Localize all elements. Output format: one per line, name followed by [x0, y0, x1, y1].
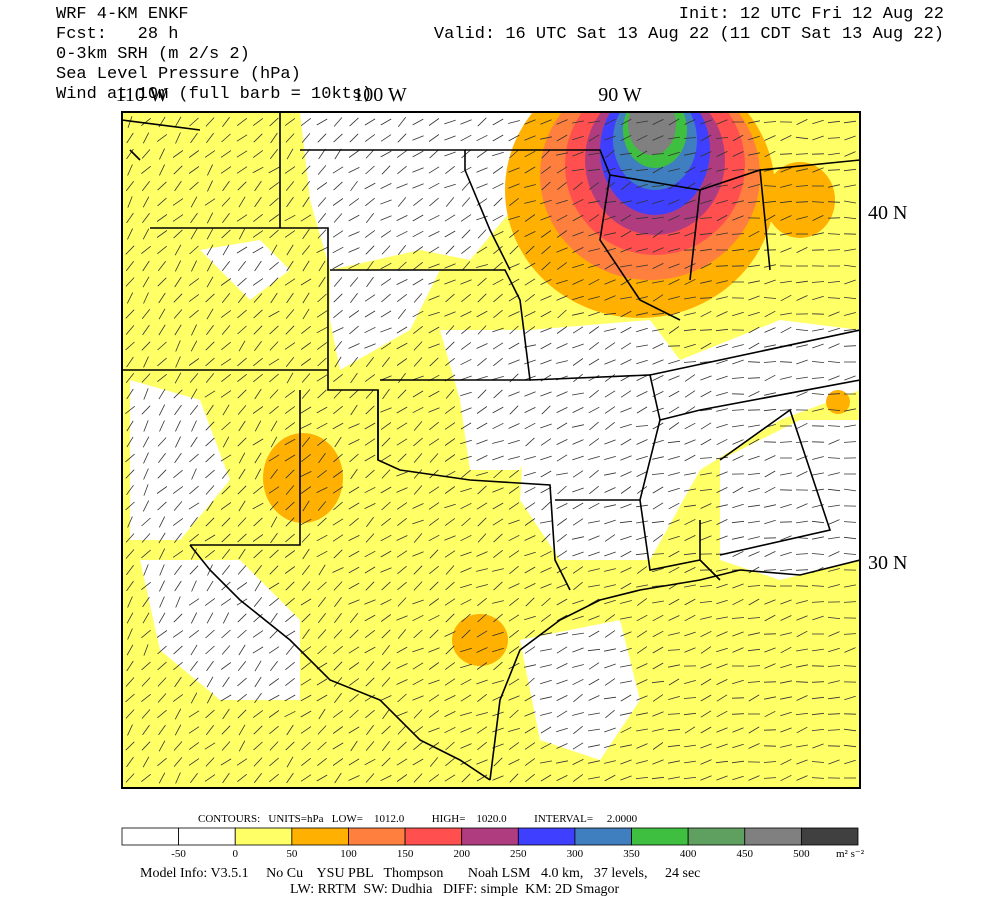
- colorbar-swatch: [574, 827, 632, 846]
- colorbar-swatch: [687, 827, 746, 846]
- colorbar-label: 300: [567, 848, 584, 860]
- longitude-label: 110 W: [116, 84, 169, 106]
- contour-info: CONTOURS: UNITS=hPa LOW= 1012.0 HIGH= 10…: [198, 813, 638, 825]
- colorbar-swatch: [744, 827, 802, 846]
- header-line: Init: 12 UTC Fri 12 Aug 22: [679, 5, 944, 24]
- colorbar-label: -50: [171, 848, 186, 860]
- high-srh-area: [505, 112, 775, 318]
- colorbar-label: 350: [623, 848, 640, 860]
- colorbar-swatch: [800, 827, 859, 846]
- colorbar-label: 400: [680, 848, 697, 860]
- header-line: 0-3km SRH (m 2/s 2): [56, 45, 250, 64]
- colorbar-label: 450: [737, 848, 754, 860]
- state-boundaries: [122, 112, 860, 781]
- colorbar-swatch: [461, 827, 519, 846]
- model-info: Model Info: V3.5.1 No Cu YSU PBL Thompso…: [140, 866, 700, 881]
- map: [122, 112, 860, 788]
- colorbar-swatch: [404, 827, 463, 846]
- colorbar-unit: m² s⁻²: [836, 848, 865, 860]
- header-line: WRF 4-KM ENKF: [56, 5, 189, 24]
- colorbar-swatch: [178, 827, 236, 846]
- longitude-label: 90 W: [598, 84, 642, 106]
- model-info: LW: RRTM SW: Dudhia DIFF: simple KM: 2D …: [290, 882, 620, 897]
- longitude-label: 100 W: [353, 84, 407, 106]
- colorbar-label: 500: [793, 848, 810, 860]
- header-line: Sea Level Pressure (hPa): [56, 65, 301, 84]
- colorbar-swatch: [121, 827, 180, 846]
- colorbar-swatch: [517, 827, 576, 846]
- colorbar: -50 0 50 100 150 200 250 300 350 400 450 500: [121, 827, 859, 860]
- colorbar-swatch: [234, 827, 293, 846]
- colorbar-label: 50: [286, 848, 298, 860]
- colorbar-label: 100: [340, 848, 357, 860]
- colorbar-swatch: [291, 827, 349, 846]
- header-line: Valid: 16 UTC Sat 13 Aug 22 (11 CDT Sat …: [434, 25, 944, 44]
- colorbar-swatch: [348, 827, 406, 846]
- latitude-label: 40 N: [868, 202, 907, 224]
- wind-barbs: [125, 116, 857, 784]
- colorbar-swatch: [631, 827, 689, 846]
- latitude-label: 30 N: [868, 552, 907, 574]
- header-line: Fcst: 28 h: [56, 25, 178, 44]
- map-frame: [121, 111, 861, 789]
- header-line: Wind at 10m (full barb = 10kts): [56, 85, 372, 104]
- colorbar-label: 250: [510, 848, 527, 860]
- orange-areas: [263, 162, 850, 666]
- colorbar-label: 200: [453, 848, 470, 860]
- colorbar-label: 0: [232, 848, 238, 860]
- colorbar-label: 150: [397, 848, 414, 860]
